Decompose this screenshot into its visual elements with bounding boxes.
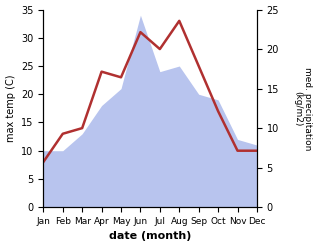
Y-axis label: med. precipitation
(kg/m2): med. precipitation (kg/m2) [293, 67, 313, 150]
Y-axis label: max temp (C): max temp (C) [5, 75, 16, 142]
X-axis label: date (month): date (month) [109, 231, 191, 242]
